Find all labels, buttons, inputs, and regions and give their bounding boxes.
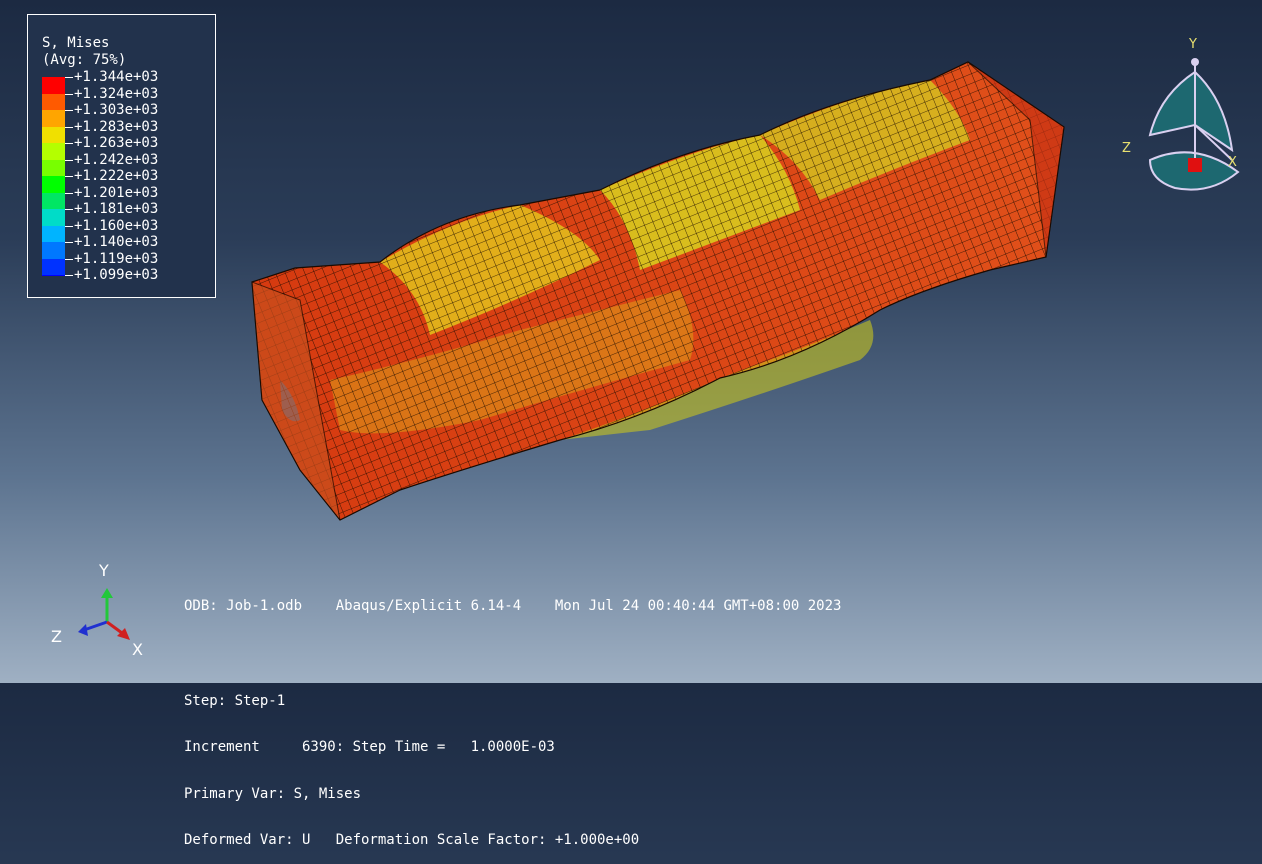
legend-value: +1.140e+03 [74,234,159,250]
view-cube-y-label: Y [1188,37,1197,52]
legend-value: +1.099e+03 [74,267,159,283]
legend-value: +1.160e+03 [74,217,159,234]
triad-z-label: Z [51,627,62,646]
triad-y-label: Y [99,561,109,580]
legend-swatch [42,143,65,160]
legend-tick [65,110,73,111]
legend-value: +1.324e+03 [74,85,159,102]
beam-end-face-left [251,281,341,521]
model-viewport[interactable]: Y Z X [0,0,1262,683]
legend-value: +1.119e+03 [74,250,159,267]
view-cube-x-handle[interactable] [1188,158,1202,172]
view-cube[interactable]: Y Z X [1122,37,1240,191]
view-cube-y-handle[interactable] [1191,58,1199,66]
legend-swatch [42,176,65,193]
beam-end-face-right [967,61,1065,258]
legend-tick [65,192,73,194]
legend-title: S, Mises [42,35,110,51]
legend-value: +1.283e+03 [74,118,159,135]
legend-swatch [42,93,65,110]
legend-swatch [42,192,65,209]
legend-tick [65,77,73,78]
primary-var-line: Primary Var: S, Mises [184,785,362,802]
legend-swatch [42,275,65,276]
legend-value: +1.303e+03 [74,102,159,118]
legend-tick [65,209,73,210]
contour-legend: S, Mises (Avg: 75%) +1.344e+03 +1.324e+03… [27,14,216,298]
legend-value: +1.181e+03 [74,201,159,217]
legend-tick [65,93,73,95]
view-cube-z-label: Z [1122,141,1131,156]
legend-value: +1.242e+03 [74,151,159,168]
legend-tick [65,143,73,144]
legend-swatch [42,225,65,242]
legend-value: +1.222e+03 [74,168,159,184]
legend-swatch [42,77,65,94]
legend-swatch [42,159,65,176]
increment-line: Increment 6390: Step Time = 1.0000E-03 [184,739,555,755]
twisted-beam-mesh[interactable] [251,61,1065,521]
legend-swatch [42,110,65,127]
legend-swatch [42,242,65,259]
legend-value: +1.263e+03 [74,135,159,151]
legend-tick [65,126,73,128]
legend-subtitle: (Avg: 75%) [42,52,127,68]
view-cube-x-label: X [1228,155,1237,170]
step-line: Step: Step-1 [184,692,286,709]
legend-tick [65,275,73,276]
legend-tick [65,176,73,177]
legend-swatch [42,209,65,226]
viewport-info-block: ODB: Job-1.odb Abaqus/Explicit 6.14-4 Mo… [184,568,841,864]
legend-swatch [42,258,65,275]
legend-value: +1.344e+03 [74,69,159,85]
odb-info-line: ODB: Job-1.odb Abaqus/Explicit 6.14-4 Mo… [184,598,842,614]
legend-swatch [42,126,65,143]
legend-tick [65,159,73,161]
coordinate-triad [78,588,130,640]
legend-tick [65,225,73,227]
deformed-var-line: Deformed Var: U Deformation Scale Factor… [184,832,640,848]
legend-tick [65,258,73,260]
legend-value: +1.201e+03 [74,184,159,201]
triad-x-label: X [132,640,143,659]
legend-tick [65,242,73,243]
